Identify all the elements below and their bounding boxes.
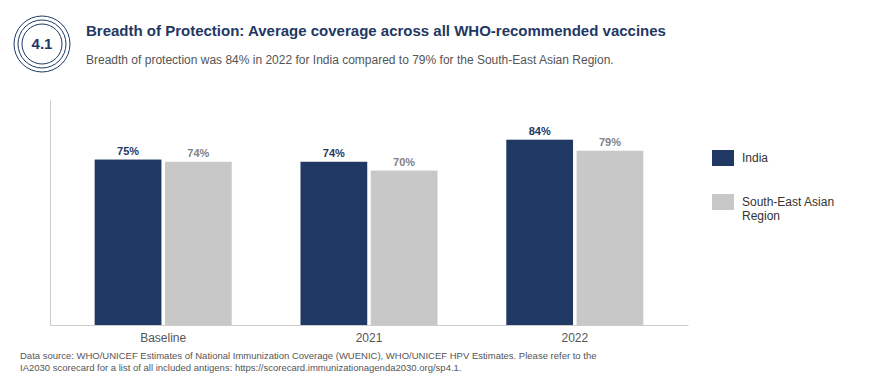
data-label: 70%	[393, 156, 415, 168]
series	[95, 140, 573, 325]
badge-ring	[22, 24, 62, 64]
data-label: 75%	[117, 145, 139, 157]
badge: 4.1	[14, 16, 70, 72]
x-tick-label: Baseline	[140, 331, 186, 345]
subtitle: Breadth of protection was 84% in 2022 fo…	[86, 53, 614, 67]
bars	[95, 140, 644, 325]
data-label: 84%	[529, 125, 551, 137]
footnote: IA2030 scorecard for a list of all inclu…	[20, 362, 461, 373]
x-tick: Baseline	[140, 325, 186, 345]
series	[165, 151, 643, 325]
legend-item: India	[712, 150, 768, 166]
data-label: 79%	[599, 136, 621, 148]
badge-label: 4.1	[32, 35, 53, 52]
x-axis-line	[51, 325, 689, 326]
legend-item: South-East AsianRegion	[712, 194, 834, 223]
bar	[300, 162, 367, 325]
data-label: 74%	[323, 147, 345, 159]
legend-swatch	[712, 150, 734, 166]
y-axis	[50, 101, 51, 326]
bar	[165, 162, 232, 325]
bar	[371, 171, 438, 325]
data-label: 74%	[187, 147, 209, 159]
legend-label: India	[742, 151, 768, 165]
bar	[506, 140, 573, 325]
plot: 75% 74% 84% 74% 70% 79% Baseline 2021 2022	[51, 101, 689, 345]
bar	[95, 160, 162, 325]
chart: 4.1 Breadth of Protection: Average covera…	[0, 0, 888, 381]
title: Breadth of Protection: Average coverage …	[86, 22, 666, 39]
bar	[577, 151, 644, 325]
x-tick: 2021	[356, 325, 383, 345]
legend-swatch	[712, 194, 734, 210]
y-axis-line	[50, 101, 51, 326]
legend-label-line: India	[742, 151, 768, 165]
x-axis: Baseline 2021 2022	[51, 325, 689, 345]
legend-label-line: South-East Asian	[742, 195, 834, 209]
legend: India South-East AsianRegion	[712, 150, 834, 223]
x-tick: 2022	[561, 325, 588, 345]
legend-label-line: Region	[742, 209, 780, 223]
badge-ring	[18, 20, 66, 68]
badge-ring	[14, 16, 70, 72]
x-tick-label: 2021	[356, 331, 383, 345]
legend-label: South-East AsianRegion	[742, 195, 834, 223]
data-labels: 75% 74% 84% 74% 70% 79%	[117, 125, 621, 168]
footnote: Data source: WHO/UNICEF Estimates of Nat…	[20, 350, 597, 361]
x-tick-label: 2022	[561, 331, 588, 345]
